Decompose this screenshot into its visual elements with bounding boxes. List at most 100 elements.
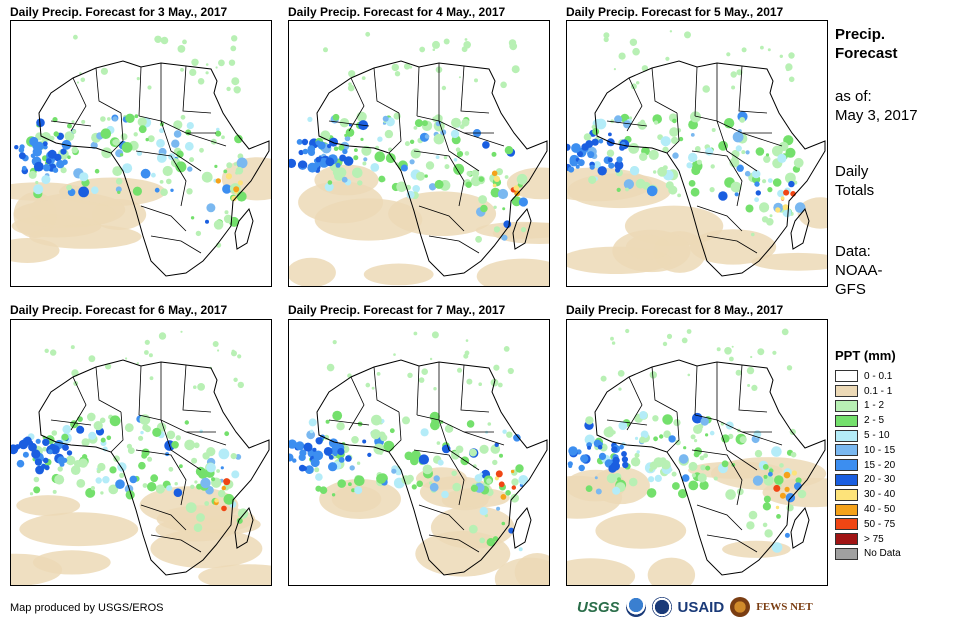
legend-swatch xyxy=(835,488,858,501)
precip-cell xyxy=(433,475,440,482)
precip-cell xyxy=(639,152,648,161)
precip-cell xyxy=(125,113,135,124)
precip-cell xyxy=(348,70,356,78)
usgs-logo: USGS xyxy=(577,598,620,616)
precip-cell xyxy=(501,521,506,526)
precip-cell xyxy=(120,133,128,141)
precip-cell xyxy=(710,164,715,169)
precip-cell xyxy=(716,347,721,352)
precip-cell xyxy=(124,423,134,433)
info-asof-line2: May 3, 2017 xyxy=(835,107,918,124)
precip-cell xyxy=(628,477,638,487)
precip-cell xyxy=(511,196,522,207)
precip-heavy xyxy=(494,476,499,481)
precip-cell xyxy=(205,219,209,224)
precip-cell xyxy=(691,473,696,478)
precip-cell xyxy=(407,372,413,378)
precip-cell xyxy=(761,216,769,223)
precip-cell xyxy=(635,178,646,189)
precip-cell xyxy=(195,466,206,477)
precip-cell xyxy=(696,159,702,165)
country-border xyxy=(150,235,202,254)
country-border xyxy=(70,77,87,132)
precip-cell xyxy=(197,383,206,391)
precip-cell xyxy=(721,434,730,443)
precip-cell xyxy=(206,462,216,473)
precip-cell xyxy=(568,166,575,173)
precip-cell xyxy=(794,202,806,213)
precip-cell xyxy=(614,115,623,124)
precip-cell xyxy=(411,484,417,490)
precip-cell xyxy=(213,220,224,230)
precip-area xyxy=(475,221,549,239)
precip-cell xyxy=(435,155,440,160)
legend-label: > 75 xyxy=(864,533,884,545)
precip-cell xyxy=(367,452,372,457)
country-border xyxy=(328,120,370,127)
precip-cell xyxy=(608,162,615,169)
precip-cell xyxy=(301,138,309,146)
precip-cell xyxy=(653,436,658,442)
precip-cell xyxy=(693,424,703,434)
precip-cell xyxy=(365,382,371,388)
precip-heavy xyxy=(231,195,237,202)
precip-cell xyxy=(112,139,118,145)
forecast-map-3 xyxy=(566,20,828,287)
country-border xyxy=(160,419,202,471)
info-asof: as of: May 3, 2017 xyxy=(835,87,918,125)
precip-cell xyxy=(474,78,478,83)
precip-cell xyxy=(237,381,244,389)
precip-cell xyxy=(329,137,338,147)
precip-cell xyxy=(441,490,449,499)
precip-cell xyxy=(233,162,238,166)
precip-cell xyxy=(141,452,148,459)
precip-cell xyxy=(486,478,492,484)
precip-cell xyxy=(431,418,440,427)
precip-cell xyxy=(494,442,499,447)
precip-area xyxy=(16,495,81,516)
precip-cell xyxy=(718,191,728,201)
precip-cell xyxy=(205,71,209,75)
precip-cell xyxy=(36,118,45,127)
precip-cell xyxy=(324,182,334,192)
country-border xyxy=(70,376,87,431)
precip-cell xyxy=(660,136,671,147)
precip-cell xyxy=(571,143,581,153)
precip-cell xyxy=(675,439,681,446)
precip-cell xyxy=(370,429,381,440)
precip-cell xyxy=(199,429,203,433)
precip-cell xyxy=(503,346,510,352)
panel-title-4: Daily Precip. Forecast for 6 May., 2017 xyxy=(10,303,228,317)
precip-cell xyxy=(409,65,413,69)
precip-area xyxy=(289,257,336,286)
precip-cell xyxy=(678,136,684,142)
precip-cell xyxy=(466,170,472,177)
panel-title-6: Daily Precip. Forecast for 8 May., 2017 xyxy=(566,303,784,317)
precip-cell xyxy=(156,153,167,163)
precip-cell xyxy=(384,129,394,139)
precip-cell xyxy=(361,145,372,156)
precip-cell xyxy=(754,181,760,187)
africa-coastline xyxy=(594,60,826,277)
precip-cell xyxy=(688,480,699,491)
precip-cell xyxy=(497,188,509,200)
precip-cell xyxy=(88,355,96,363)
country-border xyxy=(463,132,505,147)
precip-cell xyxy=(441,85,447,91)
precip-cell xyxy=(345,455,352,462)
precip-cell xyxy=(226,86,231,92)
precip-cell xyxy=(348,123,352,127)
precip-cell xyxy=(598,452,607,460)
country-border xyxy=(328,419,370,426)
info-data-line1: Data: xyxy=(835,243,871,260)
precip-cell xyxy=(409,139,415,144)
precip-cell xyxy=(413,126,418,130)
precip-cell xyxy=(52,117,58,123)
legend-label: 30 - 40 xyxy=(864,489,896,501)
country-border xyxy=(626,376,643,431)
precip-cell xyxy=(736,69,743,76)
precip-cell xyxy=(729,356,734,362)
precip-cell xyxy=(72,129,76,134)
country-border xyxy=(416,414,494,433)
precip-cell xyxy=(396,181,407,193)
